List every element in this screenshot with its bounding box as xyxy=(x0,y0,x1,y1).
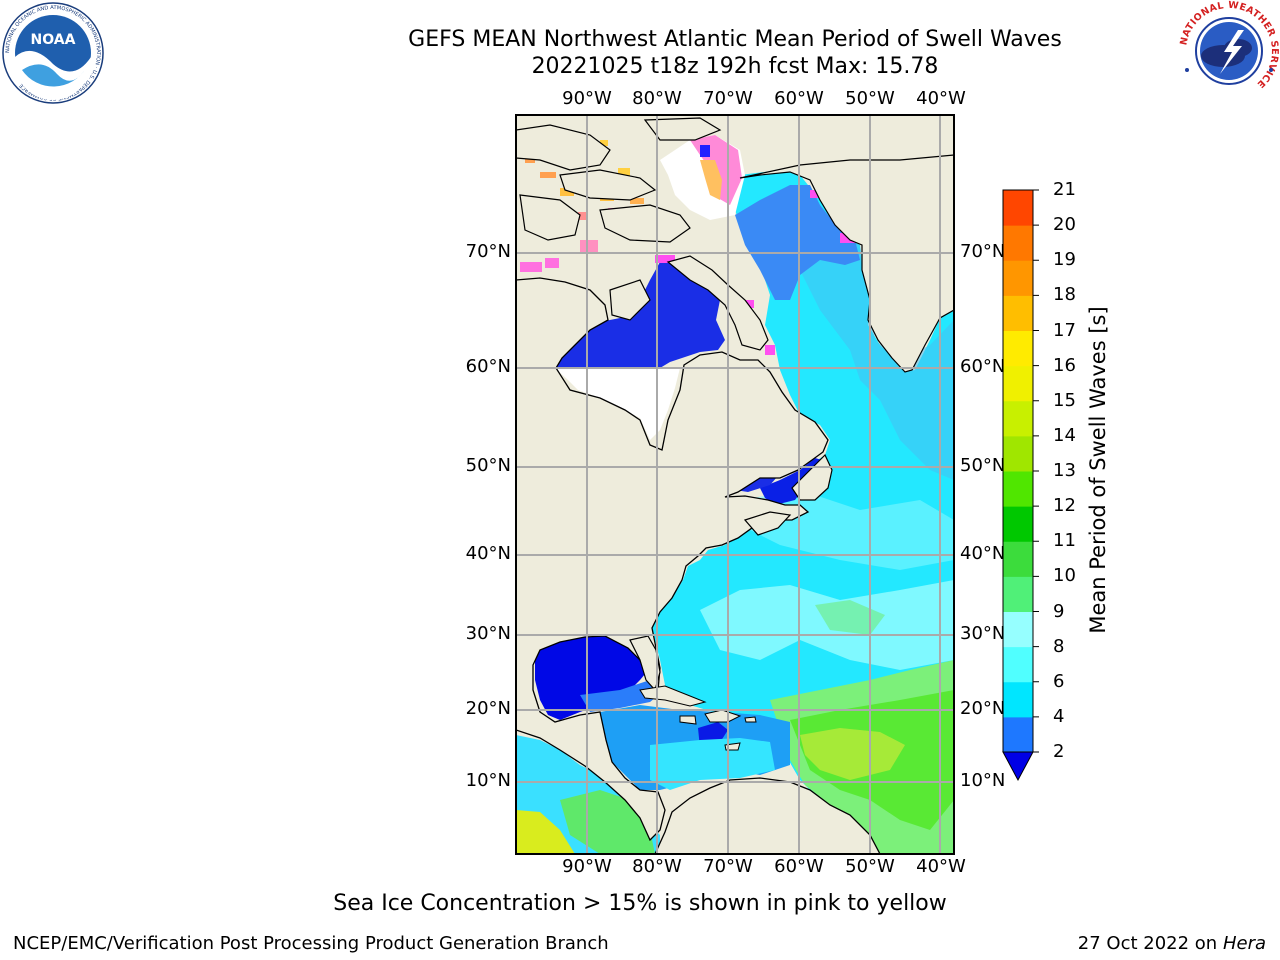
colorbar-tick-label: 2 xyxy=(1053,741,1065,762)
lat-label-right-20n: 20°N xyxy=(960,698,1006,719)
lon-label-bottom-40w: 40°W xyxy=(916,856,966,877)
lat-label-right-40n: 40°N xyxy=(960,543,1006,564)
lat-label-left-70n: 70°N xyxy=(465,241,511,262)
colorbar-segment xyxy=(1003,365,1033,402)
baffin-ice-core xyxy=(700,145,710,157)
colorbar-tick-label: 17 xyxy=(1053,319,1076,341)
baffin-sea-ice-yellow xyxy=(700,160,722,200)
colorbar-segment xyxy=(1003,611,1033,648)
ocean-5s-region xyxy=(790,200,954,480)
colorbar-tick-label: 20 xyxy=(1053,214,1076,236)
colorbar-ticks xyxy=(1033,189,1039,753)
colorbar-segment xyxy=(1003,646,1033,683)
lon-label-top-80w: 80°W xyxy=(632,88,682,109)
northern-land xyxy=(609,154,954,373)
lat-label-right-10n: 10°N xyxy=(960,770,1006,791)
lon-label-top-90w: 90°W xyxy=(562,88,612,109)
gulf-of-mexico xyxy=(535,632,655,720)
colorbar-tick-label: 9 xyxy=(1053,600,1065,622)
colorbar-tick-label: 13 xyxy=(1053,460,1076,481)
sea-ice-note: Sea Ice Concentration > 15% is shown in … xyxy=(333,891,947,916)
colorbar-tick-label: 15 xyxy=(1053,389,1076,411)
colorbar-title: Mean Period of Swell Waves [s] xyxy=(1086,306,1110,634)
colorbar-tick-label: 16 xyxy=(1053,354,1076,376)
colorbar xyxy=(1002,189,1034,782)
ocean-green-patch-north xyxy=(815,600,885,635)
lon-label-top-40w: 40°W xyxy=(916,88,966,109)
footer-host: Hera xyxy=(1222,933,1266,954)
graticule xyxy=(516,115,954,854)
map-frame xyxy=(515,114,955,855)
colorbar-tick-label: 21 xyxy=(1053,179,1076,200)
colorbar-segment xyxy=(1003,716,1033,753)
colorbar-segment xyxy=(1003,435,1033,472)
lat-label-right-60n: 60°N xyxy=(960,356,1006,377)
labrador-blue xyxy=(735,185,860,300)
footer-credit: NCEP/EMC/Verification Post Processing Pr… xyxy=(13,933,609,954)
lon-label-top-60w: 60°W xyxy=(774,88,824,109)
lat-label-right-70n: 70°N xyxy=(960,241,1006,262)
colorbar-segment xyxy=(1003,190,1033,226)
pacific-yellow xyxy=(516,810,575,854)
gulf-of-st-lawrence xyxy=(760,458,822,505)
colorbar-segment xyxy=(1003,330,1033,367)
colorbar-under-extension xyxy=(1002,751,1034,782)
colorbar-tick-label: 4 xyxy=(1053,705,1065,727)
caribbean-6s-band xyxy=(650,738,775,790)
colorbar-segment xyxy=(1003,225,1033,261)
lon-label-bottom-90w: 90°W xyxy=(562,856,612,877)
colorbar-tick-label: 11 xyxy=(1053,530,1076,552)
colorbar-segment xyxy=(1003,541,1033,577)
lat-label-left-60n: 60°N xyxy=(465,356,511,377)
lat-label-left-30n: 30°N xyxy=(465,623,511,644)
map-title: GEFS MEAN Northwest Atlantic Mean Period… xyxy=(408,27,1062,52)
colorbar-tick-label: 19 xyxy=(1053,249,1076,271)
lat-label-left-10n: 10°N xyxy=(465,770,511,791)
lat-label-left-20n: 20°N xyxy=(465,698,511,719)
footer-date-text: 27 Oct 2022 on xyxy=(1077,933,1223,954)
lat-label-right-30n: 30°N xyxy=(960,623,1006,644)
colorbar-segment xyxy=(1003,400,1033,437)
colorbar-segment xyxy=(1003,295,1033,331)
colorbar-tick-label: 14 xyxy=(1053,424,1076,446)
colorbar-segment xyxy=(1003,260,1033,296)
colorbar-tick-label: 12 xyxy=(1053,495,1076,517)
south-america-land xyxy=(654,777,881,854)
lon-label-top-70w: 70°W xyxy=(703,88,753,109)
lon-label-bottom-50w: 50°W xyxy=(845,856,895,877)
map-subtitle: 20221025 t18z 192h fcst Max: 15.78 xyxy=(531,54,939,79)
lon-label-bottom-60w: 60°W xyxy=(774,856,824,877)
ocean-12s-patch xyxy=(800,728,905,780)
colorbar-segment xyxy=(1003,681,1033,718)
footer-date: 27 Oct 2022 on Hera xyxy=(1078,933,1266,954)
nws-logo: NATIONAL WEATHER SERVICE xyxy=(1178,0,1280,101)
colorbar-tick-label: 10 xyxy=(1053,565,1076,587)
colorbar-tick-label: 18 xyxy=(1053,284,1076,306)
lat-label-right-50n: 50°N xyxy=(960,455,1006,476)
gulf-lighter-shelf xyxy=(580,680,665,712)
hudson-bay xyxy=(555,258,725,368)
colorbar-segment xyxy=(1003,506,1033,542)
colorbar-segment xyxy=(1003,576,1033,612)
lon-label-top-50w: 50°W xyxy=(845,88,895,109)
colorbar-segment xyxy=(1003,471,1033,507)
colorbar-tick-label: 6 xyxy=(1053,670,1065,692)
noaa-text: NOAA xyxy=(31,32,76,48)
noaa-logo: NATIONAL OCEANIC AND ATMOSPHERIC ADMINIS… xyxy=(2,2,104,104)
lon-label-bottom-70w: 70°W xyxy=(703,856,753,877)
lat-label-left-50n: 50°N xyxy=(465,455,511,476)
colorbar-tick-label: 8 xyxy=(1053,635,1065,657)
lat-label-left-40n: 40°N xyxy=(465,543,511,564)
lon-label-bottom-80w: 80°W xyxy=(632,856,682,877)
